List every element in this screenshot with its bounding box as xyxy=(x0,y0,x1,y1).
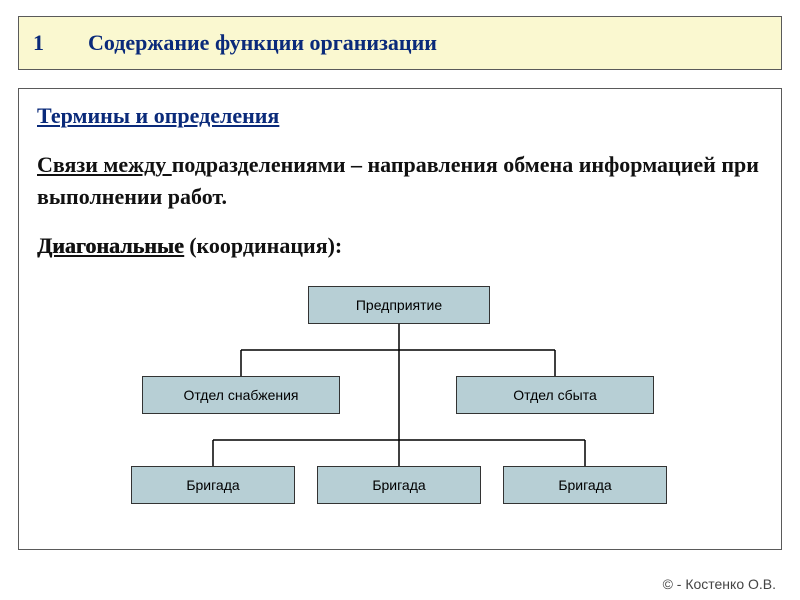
diag-rest: (координация): xyxy=(184,233,343,258)
diag-bold: Диагональные xyxy=(37,233,184,258)
node-b2: Бригада xyxy=(317,466,481,504)
node-sales: Отдел сбыта xyxy=(456,376,654,414)
body-text: Связи между подразделениями – направлени… xyxy=(37,149,763,213)
header-bar: 1 Содержание функции организации xyxy=(18,16,782,70)
node-root: Предприятие xyxy=(308,286,490,324)
node-b1: Бригада xyxy=(131,466,295,504)
node-b3: Бригада xyxy=(503,466,667,504)
header-number: 1 xyxy=(33,30,44,56)
body-underlined: Связи между xyxy=(37,152,172,177)
subtitle: Термины и определения xyxy=(37,103,763,129)
org-chart: Предприятие Отдел снабжения Отдел сбыта Бри… xyxy=(0,280,800,550)
diagonal-line: Диагональные (координация): xyxy=(37,233,763,259)
header-title: Содержание функции организации xyxy=(88,30,437,56)
node-supply: Отдел снабжения xyxy=(142,376,340,414)
credit: © - Костенко О.В. xyxy=(663,576,776,592)
